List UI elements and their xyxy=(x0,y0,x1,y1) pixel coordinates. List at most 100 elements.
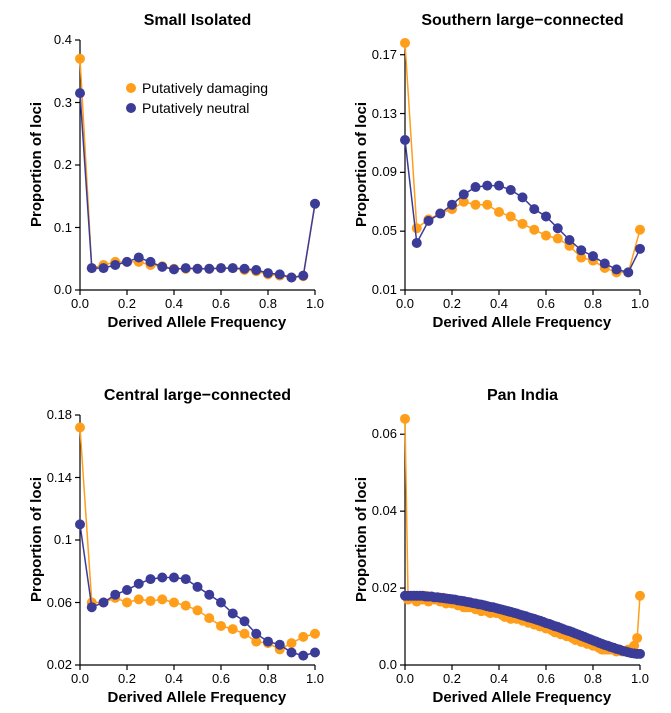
y-axis-label: Proportion of loci xyxy=(28,102,45,227)
y-axis-label: Proportion of loci xyxy=(353,102,370,227)
series-marker-neutral xyxy=(298,271,308,281)
ytick-label: 0.2 xyxy=(54,157,72,172)
panel-title-central-large-connected: Central large−connected xyxy=(80,387,315,405)
series-marker-neutral xyxy=(459,189,469,199)
xtick-label: 0.0 xyxy=(393,296,417,311)
series-marker-neutral xyxy=(424,216,434,226)
ytick-label: 0.18 xyxy=(47,407,72,422)
series-marker-damaging xyxy=(146,596,156,606)
panel-title-southern-large-connected: Southern large−connected xyxy=(405,12,640,30)
series-marker-damaging xyxy=(181,601,191,611)
xtick-label: 0.6 xyxy=(534,296,558,311)
series-line-neutral xyxy=(80,93,315,277)
series-marker-damaging xyxy=(400,38,410,48)
series-marker-damaging xyxy=(134,594,144,604)
series-marker-damaging xyxy=(529,225,539,235)
xtick-label: 0.2 xyxy=(115,296,139,311)
xtick-label: 0.2 xyxy=(440,296,464,311)
series-marker-damaging xyxy=(482,200,492,210)
series-marker-neutral xyxy=(612,264,622,274)
series-marker-damaging xyxy=(216,621,226,631)
y-axis-label: Proportion of loci xyxy=(28,477,45,602)
xtick-label: 0.2 xyxy=(115,671,139,686)
series-marker-neutral xyxy=(494,181,504,191)
series-marker-damaging xyxy=(298,632,308,642)
ytick-label: 0.06 xyxy=(372,426,397,441)
series-marker-neutral xyxy=(623,267,633,277)
xtick-label: 1.0 xyxy=(628,671,652,686)
legend-dot-neutral xyxy=(126,103,136,113)
series-line-damaging xyxy=(80,428,315,650)
xtick-label: 0.8 xyxy=(256,671,280,686)
series-marker-damaging xyxy=(287,638,297,648)
xtick-label: 0.4 xyxy=(487,296,511,311)
series-marker-neutral xyxy=(287,648,297,658)
series-marker-neutral xyxy=(134,579,144,589)
x-axis-label: Derived Allele Frequency xyxy=(433,689,612,706)
series-marker-neutral xyxy=(576,245,586,255)
series-marker-neutral xyxy=(529,204,539,214)
series-marker-neutral xyxy=(275,640,285,650)
ytick-label: 0.4 xyxy=(54,32,72,47)
series-marker-neutral xyxy=(75,88,85,98)
xtick-label: 1.0 xyxy=(303,671,327,686)
series-marker-neutral xyxy=(87,263,97,273)
ytick-label: 0.0 xyxy=(379,657,397,672)
xtick-label: 0.4 xyxy=(162,296,186,311)
series-marker-neutral xyxy=(216,263,226,273)
series-marker-damaging xyxy=(122,598,132,608)
series-marker-neutral xyxy=(275,269,285,279)
series-marker-neutral xyxy=(204,264,214,274)
series-marker-neutral xyxy=(588,251,598,261)
xtick-label: 0.6 xyxy=(209,296,233,311)
legend-label: Putatively neutral xyxy=(142,100,249,116)
xtick-label: 0.6 xyxy=(209,671,233,686)
series-marker-neutral xyxy=(228,608,238,618)
series-marker-neutral xyxy=(471,182,481,192)
xtick-label: 0.0 xyxy=(68,296,92,311)
series-marker-damaging xyxy=(494,207,504,217)
series-marker-neutral xyxy=(181,574,191,584)
series-marker-neutral xyxy=(122,257,132,267)
series-marker-damaging xyxy=(228,624,238,634)
series-marker-neutral xyxy=(298,651,308,661)
series-marker-neutral xyxy=(287,273,297,283)
series-marker-neutral xyxy=(157,262,167,272)
series-marker-neutral xyxy=(99,263,109,273)
ytick-label: 0.1 xyxy=(54,532,72,547)
xtick-label: 0.6 xyxy=(534,671,558,686)
x-axis-label: Derived Allele Frequency xyxy=(433,314,612,331)
series-marker-neutral xyxy=(204,590,214,600)
series-marker-neutral xyxy=(635,244,645,254)
series-marker-neutral xyxy=(263,268,273,278)
series-marker-neutral xyxy=(146,257,156,267)
series-marker-neutral xyxy=(435,209,445,219)
ytick-label: 0.1 xyxy=(54,220,72,235)
xtick-label: 1.0 xyxy=(628,296,652,311)
series-marker-neutral xyxy=(146,574,156,584)
chart-svg xyxy=(0,0,671,713)
series-marker-neutral xyxy=(635,649,645,659)
series-marker-neutral xyxy=(251,265,261,275)
series-marker-damaging xyxy=(412,223,422,233)
xtick-label: 0.8 xyxy=(581,671,605,686)
legend-label: Putatively damaging xyxy=(142,80,268,96)
series-marker-damaging xyxy=(157,594,167,604)
series-marker-damaging xyxy=(635,225,645,235)
xtick-label: 0.0 xyxy=(68,671,92,686)
ytick-label: 0.09 xyxy=(372,164,397,179)
series-marker-neutral xyxy=(541,211,551,221)
figure-root: Small Isolated0.00.20.40.60.81.00.00.10.… xyxy=(0,0,671,713)
series-marker-neutral xyxy=(600,259,610,269)
series-marker-neutral xyxy=(553,223,563,233)
series-marker-neutral xyxy=(482,181,492,191)
series-marker-neutral xyxy=(216,598,226,608)
series-marker-neutral xyxy=(122,585,132,595)
y-axis-label: Proportion of loci xyxy=(353,477,370,602)
series-marker-neutral xyxy=(181,263,191,273)
series-marker-damaging xyxy=(471,200,481,210)
series-marker-damaging xyxy=(632,633,642,643)
series-marker-damaging xyxy=(518,219,528,229)
panel-title-pan-india: Pan India xyxy=(405,387,640,405)
series-marker-neutral xyxy=(169,573,179,583)
